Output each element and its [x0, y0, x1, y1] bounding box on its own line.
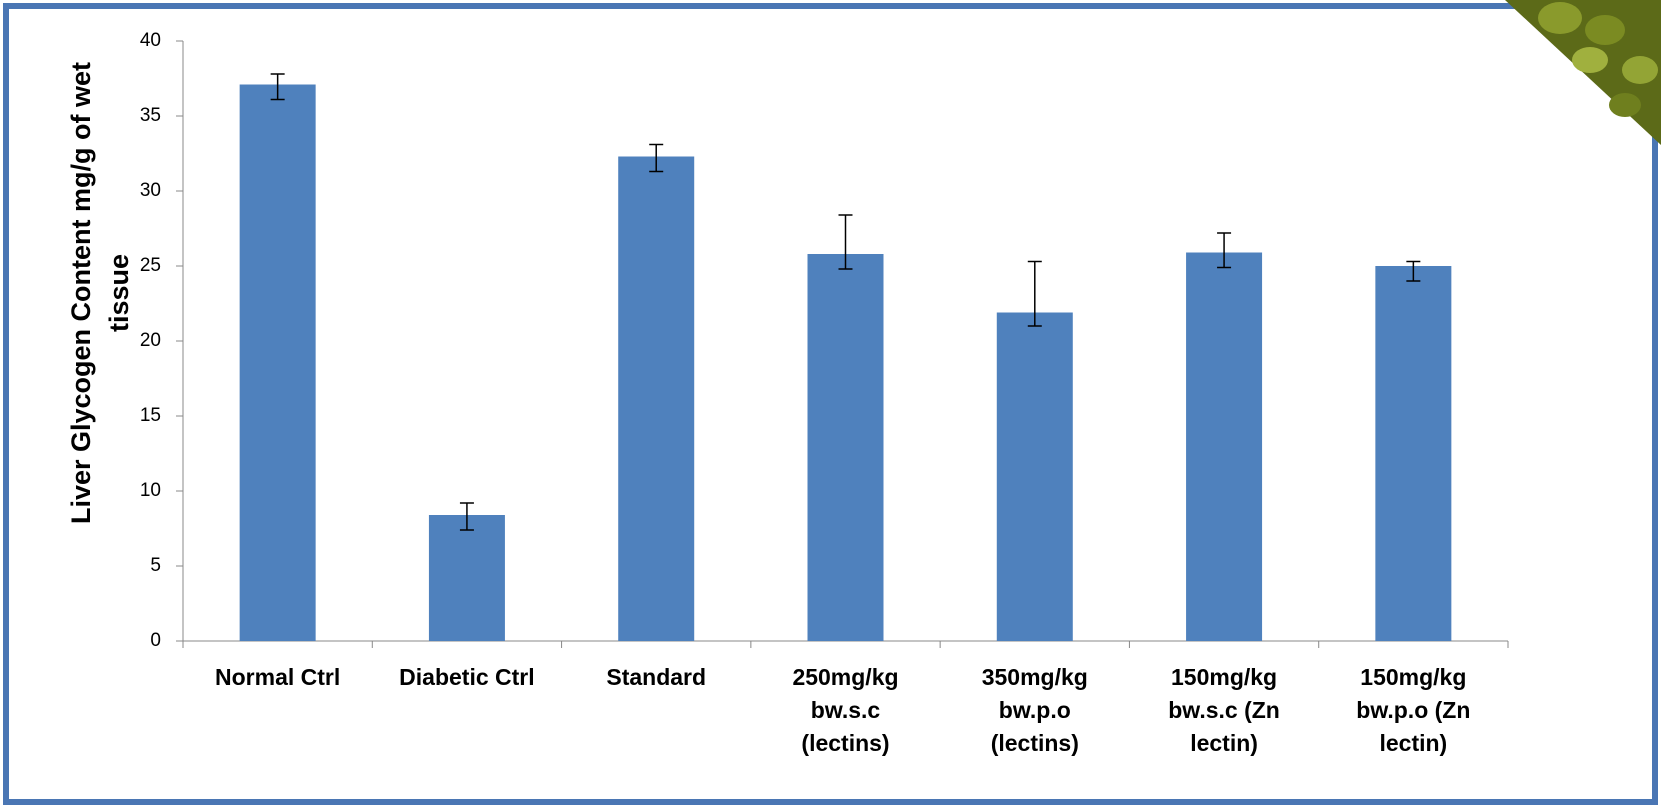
x-tick-label: 150mg/kg bw.s.c (Zn lectin) [1144, 661, 1304, 760]
y-tick-label: 5 [150, 555, 161, 576]
y-tick-label: 15 [140, 405, 161, 426]
bar [618, 157, 694, 642]
bar [997, 313, 1073, 642]
y-tick-label: 10 [140, 480, 161, 501]
y-tick-label: 20 [140, 330, 161, 351]
x-tick-label: Normal Ctrl [198, 661, 358, 694]
y-tick-label: 40 [140, 30, 161, 51]
bar [240, 85, 316, 642]
y-axis-title: Liver Glycogen Content mg/g of wet tissu… [62, 58, 138, 528]
bar [1186, 253, 1262, 642]
x-tick-label: 150mg/kg bw.p.o (Zn lectin) [1333, 661, 1493, 760]
bar [1375, 266, 1451, 641]
x-tick-label: 250mg/kg bw.s.c (lectins) [766, 661, 926, 760]
bar [429, 515, 505, 641]
page: 0 5 10 15 20 25 30 35 40 Liver Glycogen Content … [0, 0, 1661, 808]
x-tick-label: 350mg/kg bw.p.o (lectins) [955, 661, 1115, 760]
y-tick-label: 30 [140, 180, 161, 201]
x-tick-label: Standard [576, 661, 736, 694]
bar [808, 254, 884, 641]
y-tick-label: 35 [140, 105, 161, 126]
y-tick-label: 25 [140, 255, 161, 276]
x-tick-label: Diabetic Ctrl [387, 661, 547, 694]
y-tick-label: 0 [150, 630, 161, 651]
